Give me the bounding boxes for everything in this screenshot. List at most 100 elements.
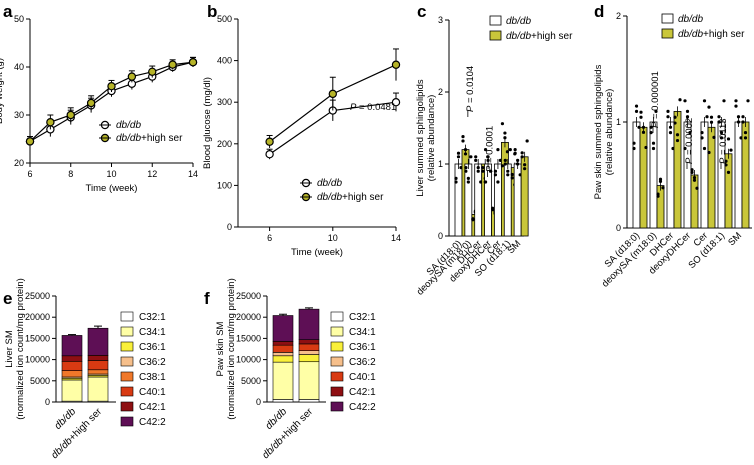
y-tick-label: 0 [227, 222, 232, 232]
stack-segment-C38-1 [87, 369, 109, 375]
stack-segment-C42-2 [298, 308, 320, 340]
replicate-dot [692, 178, 697, 182]
replicate-dot [683, 146, 687, 151]
replicate-dot [508, 148, 512, 152]
y-tick-label: 30 [14, 110, 24, 120]
legend-label: C42:1 [349, 387, 376, 398]
replicate-dot [466, 180, 470, 184]
y-tick-label: 15000 [25, 333, 50, 343]
stack-segment-C42-1 [298, 339, 320, 345]
y-axis-label-d: (relative abundance) [604, 89, 615, 176]
panel-label-a: a [3, 2, 13, 21]
replicate-dot [688, 131, 692, 135]
legend-label: db/db+high ser [317, 192, 384, 203]
replicate-dot [493, 169, 498, 173]
legend-swatch [489, 15, 502, 26]
replicate-dot [641, 130, 646, 134]
replicate-dot [741, 115, 745, 119]
stack-segment-C36-1 [298, 354, 320, 363]
y-tick-label: 1 [616, 117, 621, 127]
replicate-dot [461, 135, 465, 139]
replicate-dot [632, 141, 636, 145]
bar-high-ser [656, 185, 665, 229]
replicate-dot [456, 151, 461, 155]
replicate-dot [649, 125, 653, 129]
y-tick-label: 400 [217, 56, 232, 66]
data-point [328, 89, 337, 99]
replicate-dot [464, 166, 468, 170]
y-axis-label-e: (normalized ion count/mg protein) [15, 278, 26, 420]
legend-swatch [661, 28, 674, 39]
replicate-dot [523, 167, 527, 171]
legend-swatch [330, 401, 344, 412]
y-tick-label: 5000 [30, 376, 50, 386]
data-point [265, 149, 274, 159]
x-tick-label: 6 [267, 233, 272, 243]
legend-swatch [120, 416, 134, 427]
replicate-dot [700, 131, 704, 135]
replicate-dot [456, 155, 461, 159]
replicate-dot [656, 192, 660, 196]
panel-label-f: f [204, 289, 210, 308]
stack-segment-C42-1 [61, 355, 83, 362]
data-point [188, 58, 198, 67]
stack-segment-C36-2 [272, 352, 294, 357]
bar-high-ser [690, 174, 699, 229]
stack-segment-C40-1 [298, 343, 320, 351]
legend-swatch [120, 371, 134, 382]
replicate-dot [476, 169, 480, 173]
replicate-dot [690, 170, 694, 174]
replicate-dot [651, 141, 656, 145]
replicate-dot [717, 115, 721, 119]
replicate-dot [707, 150, 711, 155]
legend-label: C42:2 [139, 417, 166, 428]
replicate-dot [709, 115, 714, 119]
replicate-dot [741, 120, 745, 124]
legend-label: C36:1 [139, 342, 166, 353]
x-tick-label: SM [726, 230, 744, 248]
data-point [66, 110, 75, 120]
legend-swatch [120, 311, 134, 322]
replicate-dot [666, 115, 670, 119]
replicate-dot [736, 115, 741, 119]
p-value-annotation: P = 0.0001 [485, 126, 496, 172]
panel-label-b: b [207, 2, 217, 21]
replicate-dot [685, 109, 690, 113]
replicate-dot [520, 155, 524, 159]
replicate-dot [493, 173, 498, 177]
replicate-dot [503, 136, 507, 140]
legend-label: db/db+high ser [116, 133, 183, 144]
panel-label-c: c [417, 2, 426, 21]
replicate-dot [705, 115, 709, 119]
bar-dbdb [666, 121, 675, 229]
replicate-dot [661, 186, 665, 190]
legend-label: db/db [506, 16, 531, 27]
replicate-dot [520, 151, 524, 155]
replicate-dot [668, 131, 673, 135]
y-tick-label: 40 [14, 62, 24, 72]
legend-label: C36:2 [349, 357, 376, 368]
replicate-dot [734, 99, 738, 103]
replicate-dot [683, 99, 687, 103]
legend-swatch [330, 386, 344, 397]
replicate-dot [474, 158, 478, 162]
stack-segment-C42-2 [61, 335, 83, 357]
y-tick-label: 20000 [236, 312, 261, 322]
data-point [46, 117, 55, 127]
legend-label: C36:2 [139, 357, 166, 368]
replicate-dot [505, 150, 510, 154]
legend-label: C34:1 [139, 327, 166, 338]
stack-segment-C36-1 [272, 355, 294, 363]
y-tick-label: 2 [616, 11, 621, 21]
stack-segment-C40-1 [61, 360, 83, 371]
replicate-dot [463, 152, 468, 156]
replicate-dot [675, 133, 680, 137]
replicate-dot [692, 176, 697, 180]
y-tick-label: 10000 [25, 355, 50, 365]
stack-segment-C32-1 [272, 399, 294, 403]
data-point [265, 137, 274, 146]
p-value-annotation: P = 0.0104 [465, 66, 476, 112]
replicate-dot [510, 176, 514, 180]
bar-high-ser [673, 111, 682, 229]
bar-dbdb [454, 163, 463, 237]
